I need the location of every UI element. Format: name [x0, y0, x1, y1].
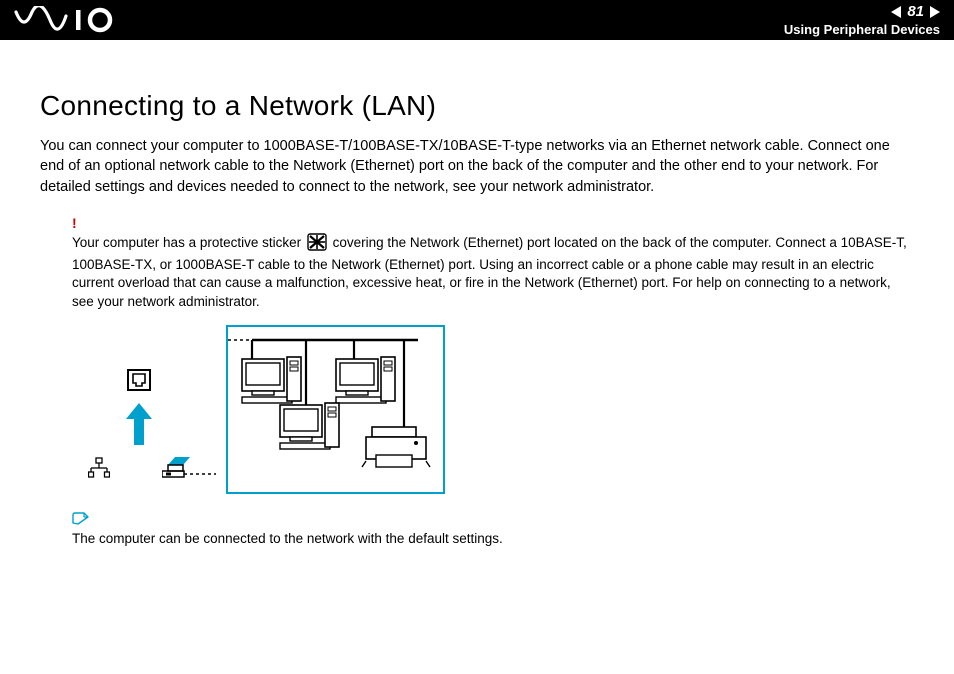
warning-text-before: Your computer has a protective sticker — [72, 235, 305, 250]
header-bar: 81 Using Peripheral Devices — [0, 0, 954, 40]
note-block: The computer can be connected to the net… — [72, 512, 914, 546]
lan-topology-icon — [88, 457, 110, 484]
network-frame — [226, 325, 445, 494]
ethernet-port-column — [126, 368, 152, 450]
page-content: Connecting to a Network (LAN) You can co… — [0, 40, 954, 546]
section-title: Using Peripheral Devices — [784, 22, 940, 37]
note-text: The computer can be connected to the net… — [72, 531, 914, 546]
sticker-cross-icon — [307, 233, 327, 256]
ethernet-port-icon — [126, 368, 152, 397]
warning-block: ! Your computer has a protective sticker… — [72, 215, 914, 311]
up-arrow-icon — [126, 403, 152, 450]
prev-page-arrow-icon[interactable] — [891, 6, 901, 18]
network-diagram — [88, 325, 914, 494]
warning-text: Your computer has a protective sticker c… — [72, 233, 914, 311]
warning-exclamation-icon: ! — [72, 215, 914, 231]
page-navigation: 81 — [891, 3, 940, 20]
vaio-logo — [14, 6, 124, 39]
page-title: Connecting to a Network (LAN) — [40, 90, 914, 122]
computer-back-icon — [162, 457, 216, 492]
note-pencil-icon — [72, 512, 90, 529]
intro-paragraph: You can connect your computer to 1000BAS… — [40, 136, 914, 197]
next-page-arrow-icon[interactable] — [930, 6, 940, 18]
page-number: 81 — [907, 3, 924, 20]
